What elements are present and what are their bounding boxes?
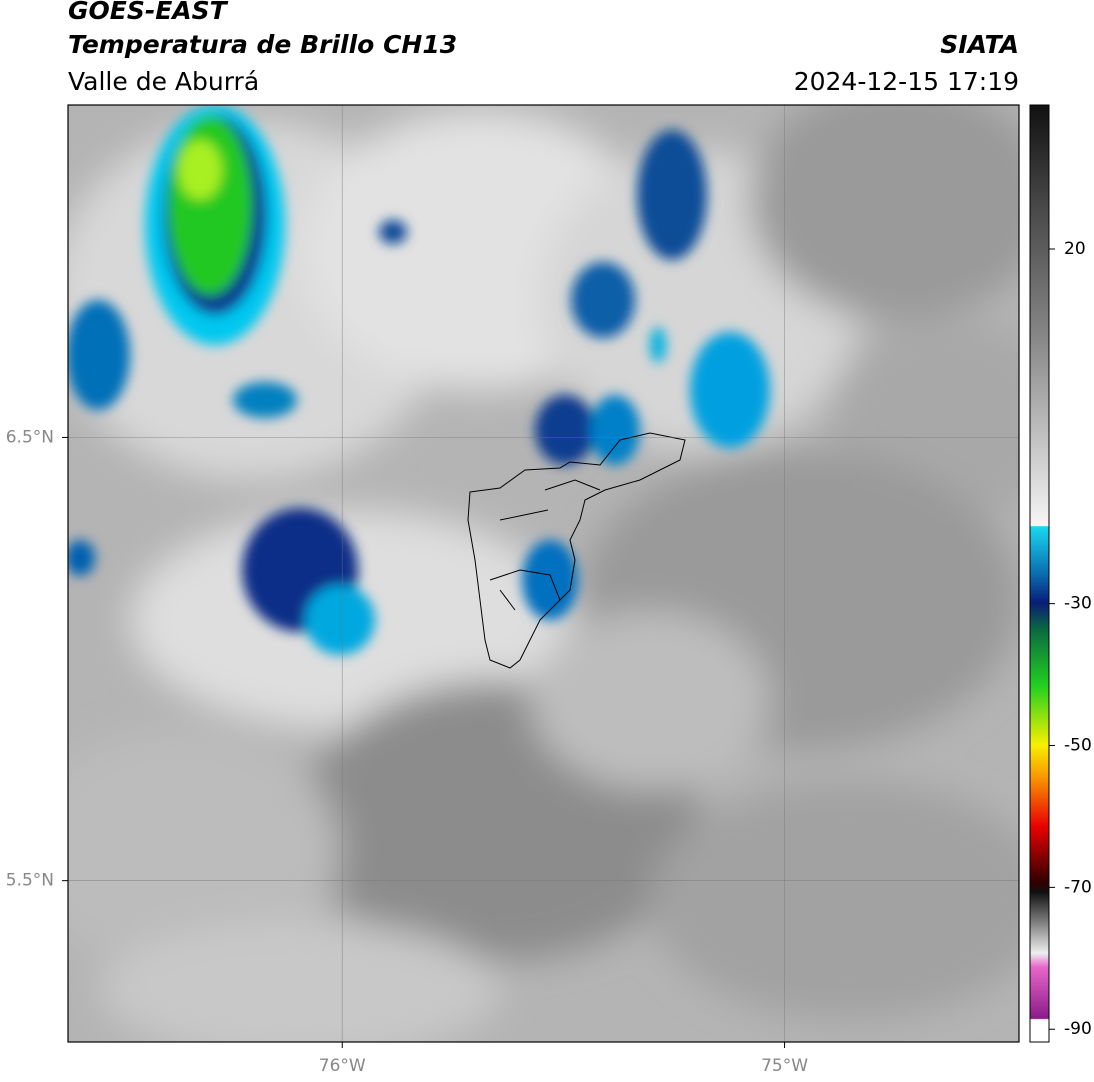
datetime: 2024-12-15 17:19 [794,67,1019,96]
colorbar-label: 20 [1064,239,1086,259]
lon-label: 76°W [319,1056,366,1076]
map-frame [67,104,1020,1043]
colorbar-label: -70 [1064,877,1092,897]
satellite-image [68,105,1019,1042]
subtitle: Temperatura de Brillo CH13 [68,30,457,59]
colorbar-label: -90 [1064,1019,1092,1039]
title: GOES-EAST [68,0,229,25]
region: Valle de Aburrá [68,67,259,96]
lat-label: 5.5°N [6,871,54,891]
lon-label: 75°W [761,1056,808,1076]
colorbar [1029,104,1050,1043]
colorbar-label: -30 [1064,594,1092,614]
source: SIATA [940,30,1019,59]
lat-label: 6.5°N [6,427,54,447]
graticule [62,105,1019,1048]
colorbar-label: -50 [1064,736,1092,756]
